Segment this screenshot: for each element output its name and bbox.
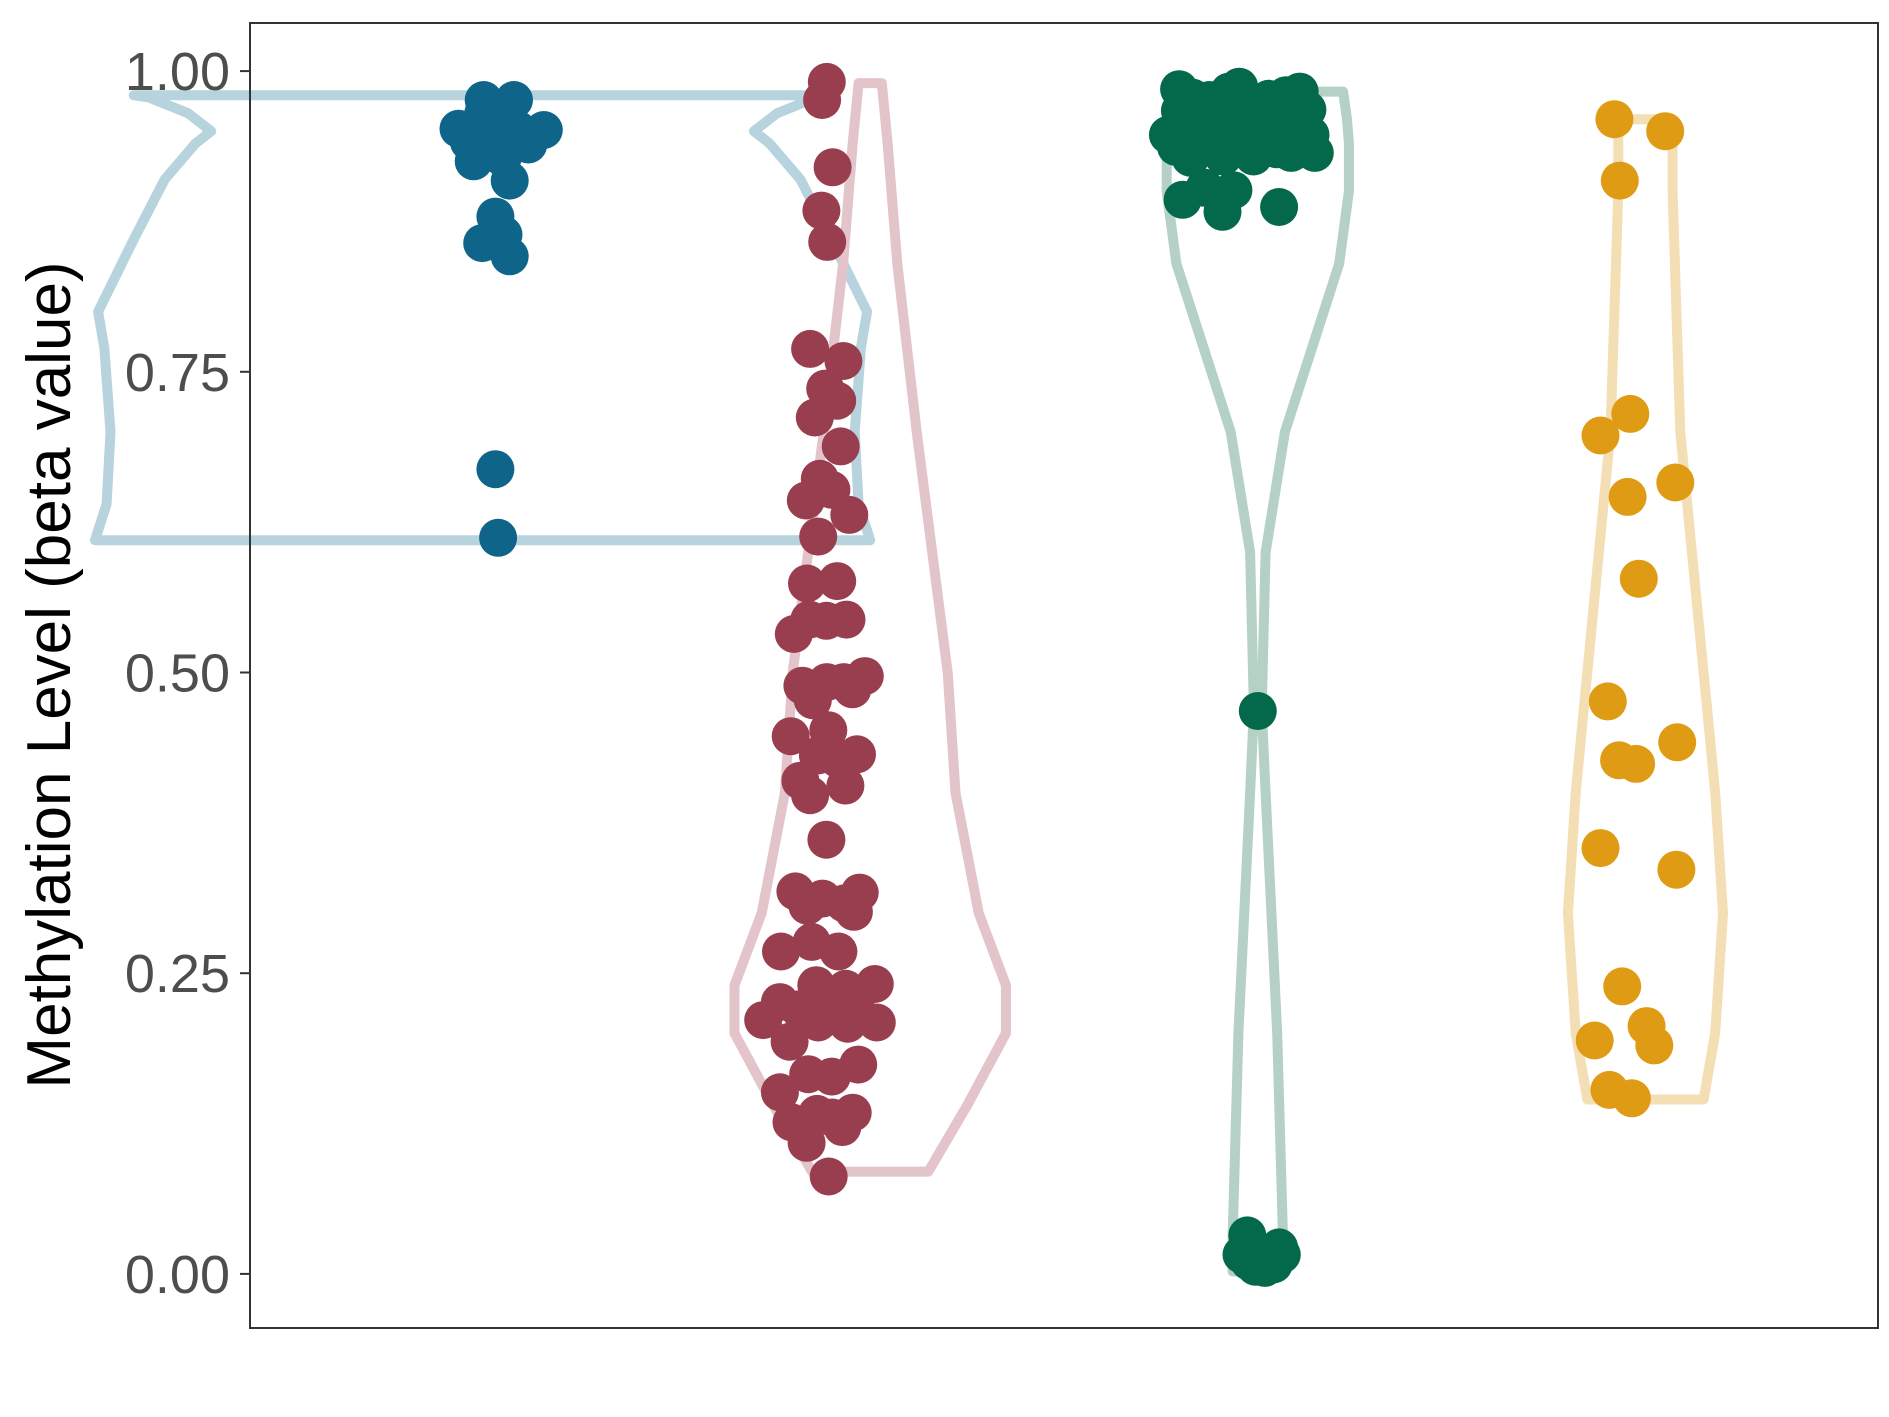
- data-point-2-7: [824, 342, 863, 380]
- data-point-4-8: [1619, 559, 1658, 598]
- y-tick-label: 1.00: [125, 42, 230, 102]
- data-point-1-11: [495, 81, 533, 119]
- data-point-4-17: [1575, 1021, 1614, 1060]
- data-point-2-69: [809, 1157, 848, 1196]
- data-point-4-12: [1658, 723, 1697, 762]
- data-point-4-11: [1617, 744, 1656, 783]
- data-points: [439, 62, 1697, 1287]
- data-point-2-37: [807, 820, 846, 859]
- data-point-4-1: [1595, 100, 1634, 139]
- data-point-2-33: [838, 735, 876, 774]
- data-point-3-37: [1214, 171, 1253, 210]
- data-point-2-35: [791, 776, 830, 815]
- data-point-4-5: [1611, 394, 1650, 433]
- data-point-2-30: [771, 717, 810, 756]
- data-point-3-39: [1238, 692, 1277, 730]
- data-point-2-6: [791, 329, 830, 368]
- data-point-4-14: [1657, 850, 1696, 889]
- data-point-2-4: [802, 191, 841, 230]
- data-point-2-3: [813, 148, 852, 187]
- violin-outlines: [90, 78, 1728, 1277]
- data-point-2-54: [799, 1003, 838, 1042]
- data-point-2-55: [744, 1001, 783, 1040]
- data-point-1-19: [476, 450, 515, 489]
- data-point-2-2: [803, 81, 842, 119]
- data-point-4-9: [1588, 682, 1627, 721]
- y-tick-label: 0.00: [125, 1245, 230, 1305]
- y-tick-label: 0.75: [125, 343, 230, 403]
- data-point-2-43: [834, 892, 873, 931]
- data-point-2-5: [808, 222, 847, 261]
- data-point-2-57: [857, 1003, 896, 1042]
- data-point-2-45: [819, 932, 858, 971]
- data-point-4-4: [1581, 416, 1620, 455]
- data-point-4-3: [1600, 161, 1639, 200]
- data-point-4-13: [1581, 829, 1620, 868]
- data-point-2-18: [788, 564, 826, 603]
- data-point-2-10: [795, 398, 834, 437]
- y-tick-label: 0.25: [125, 944, 230, 1004]
- data-point-1-18: [490, 237, 529, 276]
- data-point-2-28: [793, 681, 832, 720]
- data-point-2-14: [786, 481, 825, 520]
- data-point-2-15: [830, 495, 869, 534]
- data-point-2-68: [787, 1123, 826, 1162]
- data-point-2-46: [762, 932, 800, 971]
- data-point-3-38: [1260, 188, 1299, 226]
- data-point-2-27: [845, 657, 884, 696]
- data-point-3-50: [1227, 1233, 1266, 1272]
- data-point-2-61: [839, 1045, 878, 1084]
- data-point-1-20: [479, 518, 518, 557]
- data-point-2-62: [760, 1073, 799, 1112]
- data-point-4-20: [1612, 1079, 1651, 1118]
- data-point-2-11: [821, 427, 860, 466]
- data-point-4-7: [1608, 477, 1647, 516]
- data-point-2-58: [770, 1022, 809, 1061]
- data-point-2-56: [828, 1004, 867, 1043]
- data-point-1-10: [490, 161, 529, 200]
- data-point-2-22: [774, 615, 813, 653]
- data-point-3-33: [1295, 133, 1334, 172]
- data-point-4-15: [1603, 967, 1642, 1006]
- data-point-4-2: [1646, 112, 1685, 151]
- data-point-2-36: [826, 766, 865, 805]
- data-point-4-6: [1656, 463, 1695, 502]
- y-tick-label: 0.50: [125, 644, 230, 704]
- y-axis-title: Methylation Level (beta value): [15, 261, 84, 1088]
- y-axis: 0.00 0.25 0.50 0.75 1.00: [125, 42, 250, 1305]
- violin-outline-4: [1562, 114, 1728, 1105]
- data-point-2-67: [833, 1093, 872, 1132]
- violin-outline-1: [90, 90, 876, 546]
- data-point-2-21: [827, 600, 866, 639]
- violin-outline-2: [729, 78, 1011, 1177]
- data-point-3-49: [1262, 1235, 1301, 1274]
- plot-panel-border: [249, 22, 1879, 1329]
- violin-outline-3: [1161, 86, 1354, 1277]
- data-point-1-5: [464, 81, 503, 119]
- data-point-2-17: [818, 562, 857, 601]
- data-point-4-18: [1635, 1026, 1674, 1065]
- data-point-2-16: [799, 517, 838, 556]
- data-point-1-14: [524, 111, 563, 149]
- data-point-2-53: [855, 965, 894, 1003]
